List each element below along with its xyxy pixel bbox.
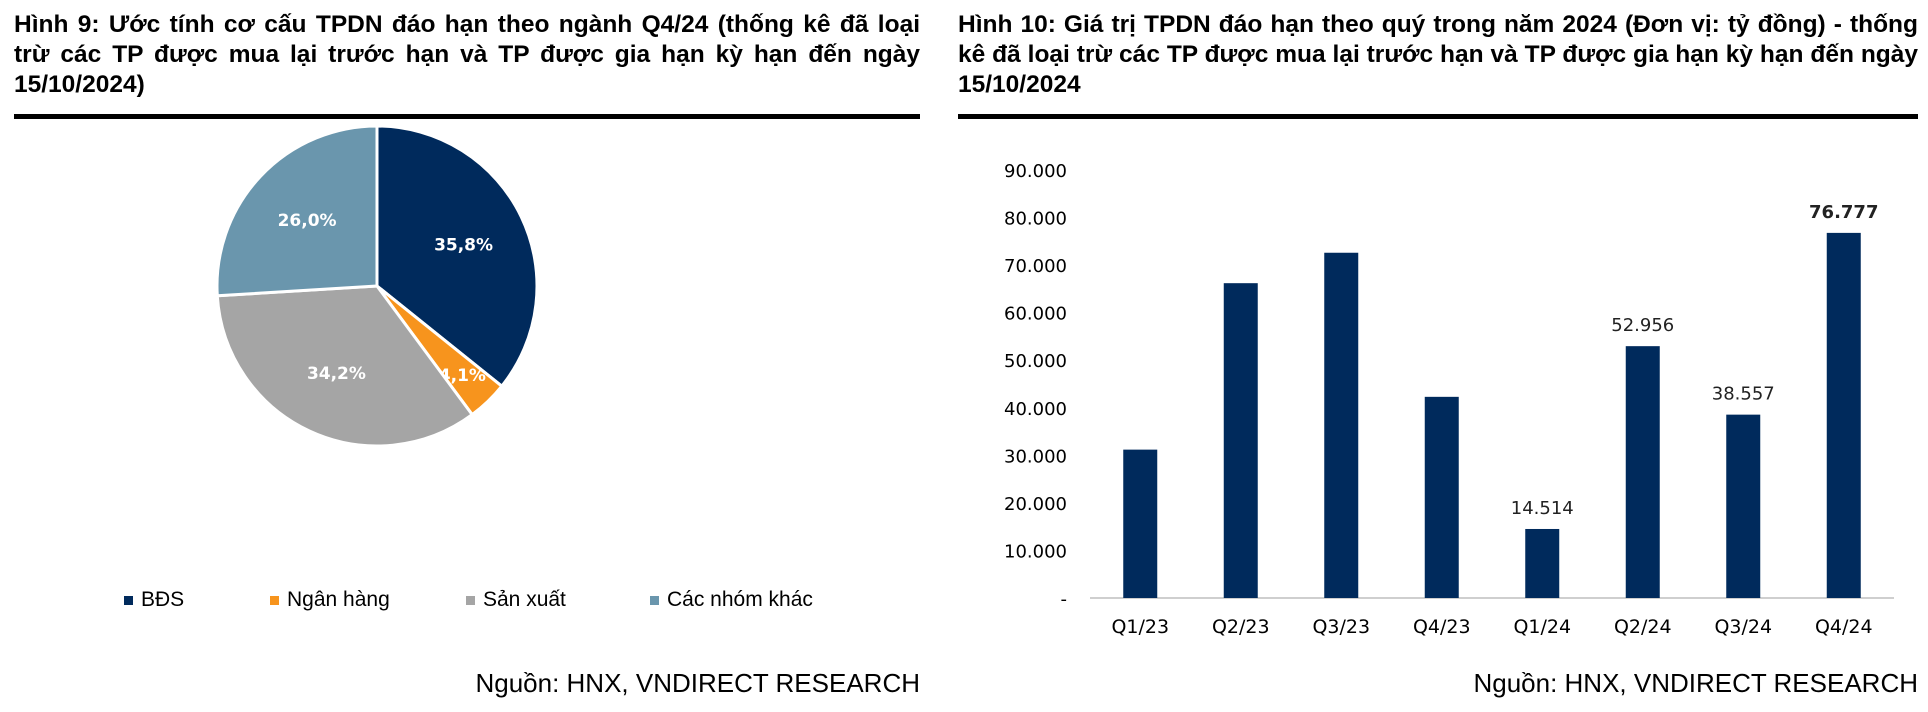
legend-label-2: Sản xuất [483, 588, 566, 611]
figure-10-source: Nguồn: HNX, VNDIRECT RESEARCH [1473, 668, 1918, 698]
y-tick-label-7: 70.000 [1004, 256, 1067, 277]
bar-3 [1424, 396, 1459, 598]
figure-10-title-rule [958, 114, 1918, 119]
bar-data-label-4: 14.514 [1511, 498, 1574, 519]
legend-item-1: Ngân hàng [270, 588, 390, 612]
pie-slice-0 [375, 124, 539, 389]
bar-0 [1123, 449, 1158, 598]
bar-7 [1826, 232, 1861, 598]
bar-5 [1625, 346, 1660, 598]
pie-slice-label-0: 35,8% [434, 235, 493, 255]
y-tick-label-1: 10.000 [1004, 541, 1067, 562]
figure-9-title-rule [14, 114, 920, 119]
x-tick-label-2: Q3/23 [1312, 616, 1370, 638]
bar-data-label-6: 38.557 [1712, 384, 1775, 405]
figure-10-title: Hình 10: Giá trị TPDN đáo hạn theo quý t… [958, 11, 1918, 98]
pie-slice-label-1: 4,1% [439, 366, 486, 386]
pie-chart: 35,8% 4,1% 34,2% 26,0% [215, 124, 539, 448]
y-tick-label-6: 60.000 [1004, 304, 1067, 325]
bar-chart: - 10.000 20.000 30.000 40.000 50.000 60.000 70.… [1004, 161, 1894, 638]
x-tick-label-1: Q2/23 [1212, 616, 1270, 638]
x-tick-label-6: Q3/24 [1714, 616, 1772, 638]
y-tick-label-4: 40.000 [1004, 399, 1067, 420]
bar-data-label-5: 52.956 [1611, 315, 1674, 336]
y-tick-label-0: - [1061, 589, 1068, 610]
legend-item-3: Các nhóm khác [650, 588, 813, 612]
legend-swatch-2 [466, 595, 475, 605]
legend-swatch-1 [270, 595, 279, 605]
y-tick-label-9: 90.000 [1004, 161, 1067, 182]
x-tick-label-3: Q4/23 [1413, 616, 1471, 638]
figure-9-title: Hình 9: Ước tính cơ cấu TPDN đáo hạn the… [14, 11, 920, 98]
bar-4 [1525, 528, 1560, 598]
legend-item-0: BĐS [124, 588, 184, 612]
pie-legend: BĐS Ngân hàng Sản xuất Các nhóm khác [14, 588, 920, 618]
legend-swatch-3 [650, 595, 659, 605]
y-tick-label-5: 50.000 [1004, 351, 1067, 372]
x-tick-label-7: Q4/24 [1815, 616, 1873, 638]
x-tick-label-0: Q1/23 [1111, 616, 1169, 638]
legend-swatch-0 [124, 595, 133, 605]
pie-slice-label-3: 26,0% [278, 211, 337, 231]
bar-data-label-7: 76.777 [1809, 202, 1878, 223]
bar-2 [1324, 252, 1359, 598]
figure-10-panel: Hình 10: Giá trị TPDN đáo hạn theo quý t… [958, 0, 1918, 712]
legend-label-0: BĐS [141, 588, 185, 611]
x-tick-label-4: Q1/24 [1513, 616, 1571, 638]
figure-9-panel: Hình 9: Ước tính cơ cấu TPDN đáo hạn the… [14, 0, 920, 712]
pie-slice-2 [215, 284, 475, 448]
legend-label-3: Các nhóm khác [667, 588, 813, 611]
bar-6 [1726, 414, 1761, 598]
bar-1 [1223, 283, 1258, 598]
legend-label-1: Ngân hàng [287, 588, 390, 611]
figure-9-source: Nguồn: HNX, VNDIRECT RESEARCH [475, 668, 920, 698]
pie-slice-label-2: 34,2% [307, 364, 366, 384]
legend-item-2: Sản xuất [466, 588, 566, 612]
y-tick-label-2: 20.000 [1004, 494, 1067, 515]
pie-slice-3 [215, 124, 379, 298]
x-tick-label-5: Q2/24 [1614, 616, 1672, 638]
y-tick-label-8: 80.000 [1004, 209, 1067, 230]
y-tick-label-3: 30.000 [1004, 446, 1067, 467]
